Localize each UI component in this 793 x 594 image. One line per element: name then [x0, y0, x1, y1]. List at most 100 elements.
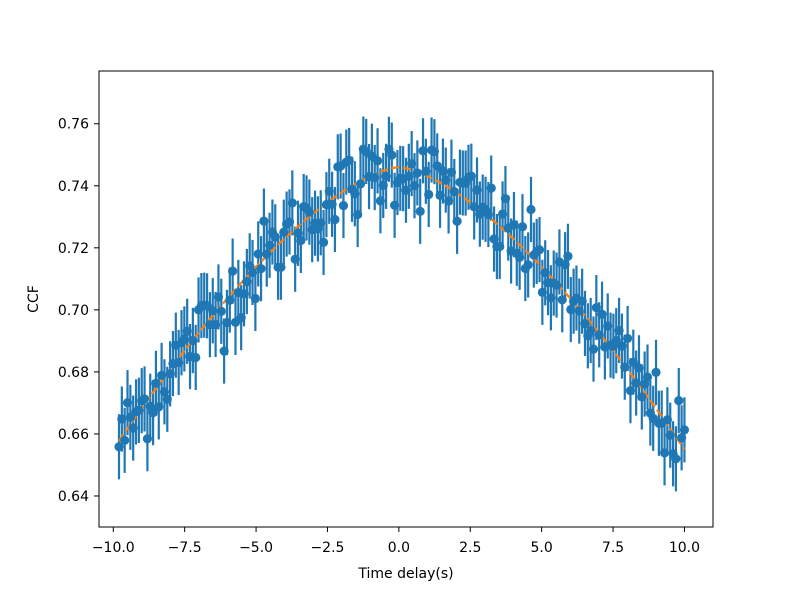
data-point	[296, 235, 306, 246]
data-point	[344, 155, 354, 166]
data-point	[472, 185, 482, 195]
x-axis-label: Time delay(s)	[357, 566, 453, 582]
data-point	[495, 241, 505, 252]
data-point	[591, 303, 601, 313]
data-point	[523, 260, 533, 270]
data-point	[546, 293, 556, 303]
data-point	[262, 249, 272, 259]
data-point	[597, 309, 607, 319]
data-point	[424, 189, 434, 200]
x-tick-label: −2.5	[310, 540, 344, 556]
data-point	[148, 408, 158, 418]
data-point	[378, 180, 388, 191]
data-point	[157, 370, 167, 381]
data-point	[566, 304, 576, 315]
data-point	[372, 156, 383, 166]
data-point	[134, 405, 144, 415]
data-point	[276, 262, 286, 272]
data-point	[304, 207, 314, 217]
data-point	[679, 425, 690, 435]
x-tick-label: 2.5	[459, 540, 481, 556]
data-point	[120, 435, 130, 445]
data-point	[446, 167, 457, 177]
data-point	[497, 209, 508, 219]
data-point	[338, 200, 349, 211]
data-point	[191, 352, 201, 363]
data-point	[449, 186, 459, 197]
data-point	[242, 277, 252, 287]
data-point	[418, 146, 428, 156]
data-point	[611, 336, 621, 346]
data-point	[614, 325, 624, 336]
data-point	[651, 367, 661, 377]
data-point	[557, 295, 567, 305]
data-point	[603, 321, 613, 331]
data-point	[122, 398, 133, 408]
data-point	[640, 379, 650, 389]
data-point	[179, 334, 189, 344]
data-point	[588, 344, 599, 354]
data-point	[537, 287, 547, 297]
data-point	[264, 240, 275, 250]
data-point	[662, 415, 672, 425]
x-axis: −10.0 −7.5 −5.0 −2.5 0.0 2.5 5.0 7.5 10.0	[92, 527, 700, 556]
data-point	[279, 227, 289, 237]
data-point	[483, 210, 493, 220]
data-point	[563, 251, 573, 261]
data-point	[259, 216, 269, 226]
x-tick-label: −7.5	[168, 540, 202, 556]
x-tick-label: 7.5	[602, 540, 624, 556]
data-point	[586, 325, 596, 336]
y-axis-label: CCF	[26, 285, 42, 313]
data-point	[540, 268, 550, 278]
data-point	[355, 179, 366, 189]
data-point	[421, 166, 431, 176]
data-point	[330, 214, 340, 225]
y-tick-label: 0.72	[58, 241, 89, 257]
data-point	[665, 430, 675, 440]
x-tick-label: 0.0	[388, 540, 410, 556]
data-point	[469, 202, 479, 212]
data-point	[290, 254, 300, 264]
data-point	[256, 264, 266, 274]
data-point	[517, 222, 528, 232]
data-point	[444, 196, 454, 206]
data-point	[247, 267, 258, 278]
data-point	[642, 372, 653, 382]
plot-frame	[98, 70, 714, 528]
data-point	[353, 209, 363, 220]
data-point	[219, 346, 229, 356]
data-point	[574, 306, 584, 316]
data-point	[387, 150, 397, 160]
data-point	[526, 204, 536, 215]
data-point	[438, 166, 448, 176]
data-point	[324, 186, 334, 196]
data-point	[577, 296, 587, 306]
y-tick-label: 0.66	[58, 427, 89, 443]
y-tick-label: 0.70	[58, 303, 89, 319]
data-point	[560, 260, 570, 270]
data-point	[677, 433, 687, 443]
data-point	[620, 362, 630, 372]
data-point	[139, 394, 150, 404]
data-point	[316, 218, 326, 228]
data-point	[216, 306, 226, 316]
x-tick-label: 5.0	[531, 540, 553, 556]
data-point	[350, 189, 360, 199]
data-point	[401, 185, 411, 195]
data-point	[551, 280, 562, 290]
data-point	[486, 183, 496, 193]
data-point	[623, 333, 633, 344]
data-point	[509, 220, 519, 230]
data-point	[284, 217, 295, 227]
data-point	[327, 199, 337, 209]
data-point	[617, 341, 627, 351]
data-point	[515, 252, 525, 262]
data-point	[151, 378, 161, 388]
data-point	[208, 306, 218, 316]
data-point	[162, 394, 172, 404]
data-point	[634, 363, 644, 373]
data-point	[415, 206, 425, 216]
data-point	[270, 232, 280, 242]
